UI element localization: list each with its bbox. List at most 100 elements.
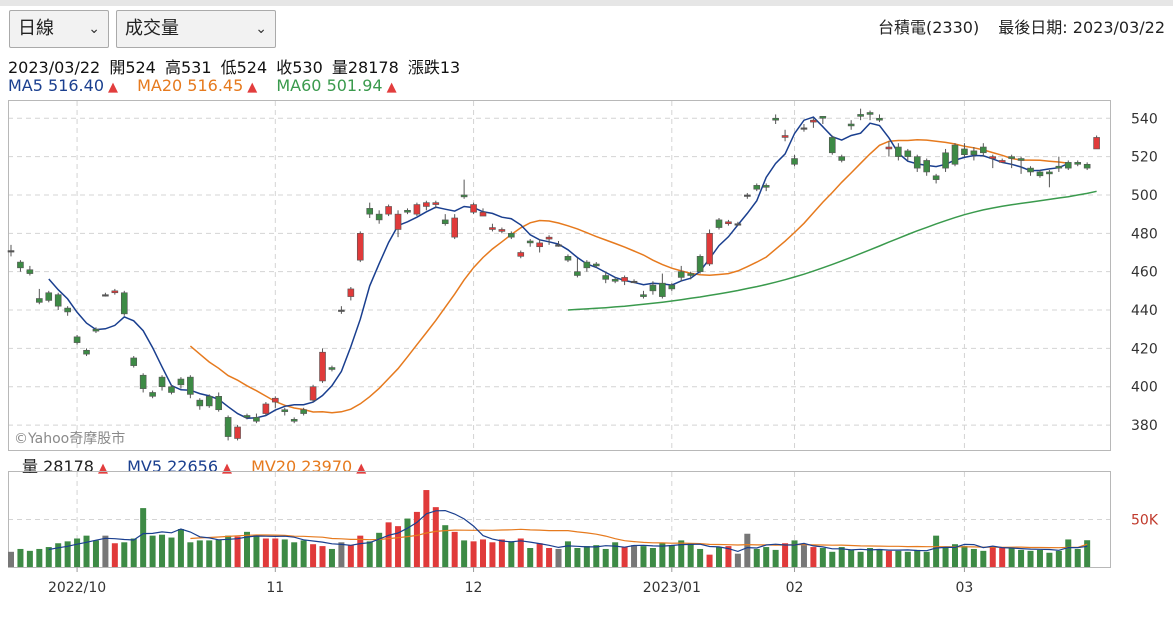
candle xyxy=(1027,166,1034,176)
volume-bar xyxy=(649,548,656,567)
volume-bar xyxy=(130,538,137,567)
volume-bar xyxy=(1065,539,1072,567)
volume-bar xyxy=(55,543,62,567)
volume-bar xyxy=(904,551,911,567)
volume-bar xyxy=(970,548,977,567)
candle xyxy=(281,407,289,416)
volume-bar xyxy=(763,547,770,567)
candle-body xyxy=(970,150,978,155)
candle xyxy=(819,116,827,125)
volume-bar xyxy=(782,543,789,567)
candle-body xyxy=(555,244,562,247)
ohlc-high: 高531 xyxy=(164,58,212,77)
candle xyxy=(36,288,43,305)
candle xyxy=(196,398,204,410)
candle xyxy=(630,279,638,284)
volume-bar xyxy=(206,540,213,567)
price-plot-frame xyxy=(8,100,1111,451)
volume-bar xyxy=(291,542,298,567)
date-tick-label: 2022/10 xyxy=(48,580,106,596)
candle xyxy=(83,348,90,357)
period-select[interactable]: 日線 ⌄ xyxy=(9,10,109,48)
volume-bar xyxy=(980,550,987,567)
candle-body xyxy=(187,376,194,395)
volume-bar xyxy=(357,535,364,567)
candle xyxy=(92,327,100,334)
candle-body xyxy=(696,256,704,272)
candle-body xyxy=(385,206,392,215)
candle-body xyxy=(819,116,827,119)
price-tick-label: 440 xyxy=(1131,303,1158,319)
volume-bar xyxy=(1008,548,1015,567)
candle-body xyxy=(942,152,949,169)
candle-body xyxy=(857,114,864,117)
candle-body xyxy=(45,292,53,301)
volume-bar xyxy=(480,539,486,567)
indicator-select[interactable]: 成交量 ⌄ xyxy=(116,10,276,48)
volume-tick-label: 50K xyxy=(1131,513,1159,529)
candle-body xyxy=(432,202,440,205)
candle xyxy=(1093,135,1100,150)
volume-bar xyxy=(244,531,250,567)
candle xyxy=(942,148,949,172)
candle xyxy=(611,277,619,284)
volume-bar xyxy=(338,542,345,567)
candle xyxy=(876,114,883,123)
volume-bar xyxy=(829,551,836,567)
candle xyxy=(800,124,808,132)
candle-body xyxy=(479,211,487,217)
candle xyxy=(989,154,997,169)
volume-bar xyxy=(102,535,109,567)
candle-body xyxy=(234,426,241,439)
volume-bar xyxy=(376,532,383,567)
volume-bar xyxy=(687,543,694,567)
candle xyxy=(356,231,364,263)
candle-body xyxy=(781,135,789,138)
stock-header: 台積電(2330) 最後日期: 2023/03/22 xyxy=(864,14,1165,38)
volume-bar xyxy=(753,548,760,567)
volume-bar xyxy=(668,545,675,567)
ohlc-change: 漲跌13 xyxy=(407,58,461,77)
volume-bar xyxy=(527,548,534,567)
candle-body xyxy=(196,399,204,407)
volume-bar xyxy=(678,540,685,567)
volume-bar xyxy=(744,533,751,567)
candle xyxy=(366,202,374,218)
volume-bar xyxy=(26,550,33,567)
candle xyxy=(394,210,402,238)
candle-body xyxy=(734,223,742,226)
up-arrow-icon: ▲ xyxy=(222,461,233,476)
volume-bar xyxy=(234,536,241,567)
volume-bar xyxy=(395,526,402,567)
candle-body xyxy=(1008,156,1015,159)
candle-body xyxy=(451,217,458,238)
candle-body xyxy=(54,294,62,307)
volume-bar xyxy=(706,554,713,567)
candle xyxy=(168,384,175,395)
candle-body xyxy=(659,282,666,297)
volume-bar xyxy=(74,538,81,567)
candle-body xyxy=(139,374,147,389)
candle xyxy=(347,287,355,301)
candle-body xyxy=(838,156,846,161)
volume-bar xyxy=(366,541,373,567)
candle-body xyxy=(592,263,600,267)
volume-bar xyxy=(196,540,203,567)
volume-bar xyxy=(838,547,845,567)
price-tick-label: 540 xyxy=(1131,111,1158,127)
price-axis-ticks: 380 400 420 440 460 480 500 520 540 xyxy=(1131,111,1158,434)
candle xyxy=(517,250,525,259)
period-select-value: 日線 xyxy=(18,18,54,39)
candle-body xyxy=(932,175,940,180)
volume-bar xyxy=(1055,550,1062,567)
chevron-down-icon: ⌄ xyxy=(255,21,267,37)
volume-bar xyxy=(121,542,128,567)
volume-bar xyxy=(631,545,638,567)
indicator-select-value: 成交量 xyxy=(125,18,179,39)
date-tick-label: 2023/01 xyxy=(643,580,701,596)
candle xyxy=(262,402,270,416)
candle-body xyxy=(262,403,270,414)
candle xyxy=(725,219,732,226)
candle-body xyxy=(668,284,676,290)
